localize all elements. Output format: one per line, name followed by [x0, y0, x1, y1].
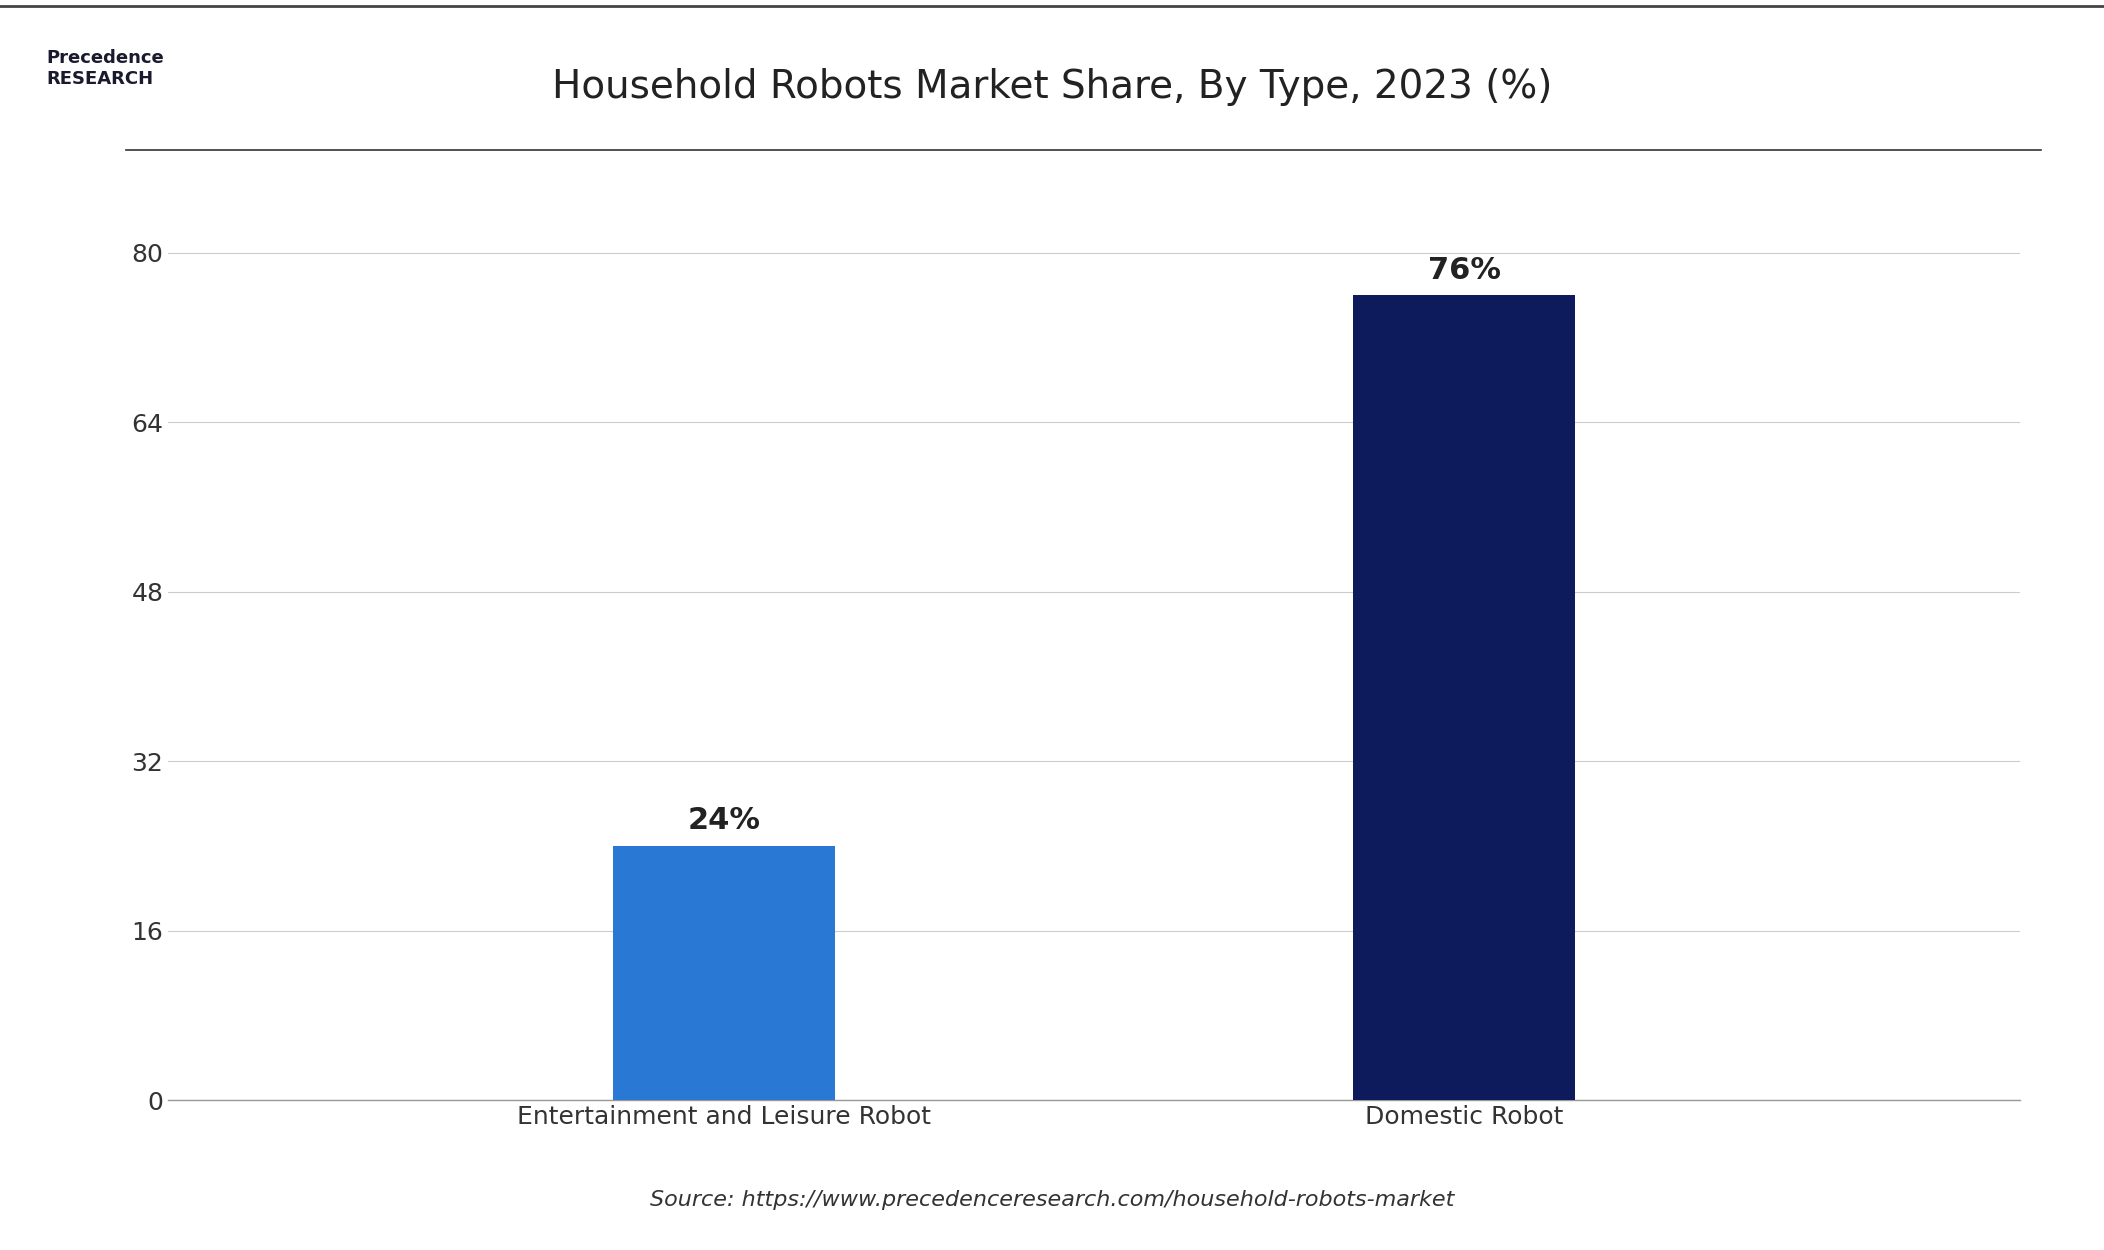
Text: Household Robots Market Share, By Type, 2023 (%): Household Robots Market Share, By Type, … [551, 69, 1553, 106]
Text: Precedence
RESEARCH: Precedence RESEARCH [46, 49, 164, 89]
Bar [612, 846, 835, 1100]
Text: Source: https://www.precedenceresearch.com/household-robots-market: Source: https://www.precedenceresearch.c… [650, 1190, 1454, 1210]
Text: 76%: 76% [1429, 256, 1500, 285]
Text: 24%: 24% [688, 806, 760, 835]
Bar [1353, 295, 1576, 1100]
